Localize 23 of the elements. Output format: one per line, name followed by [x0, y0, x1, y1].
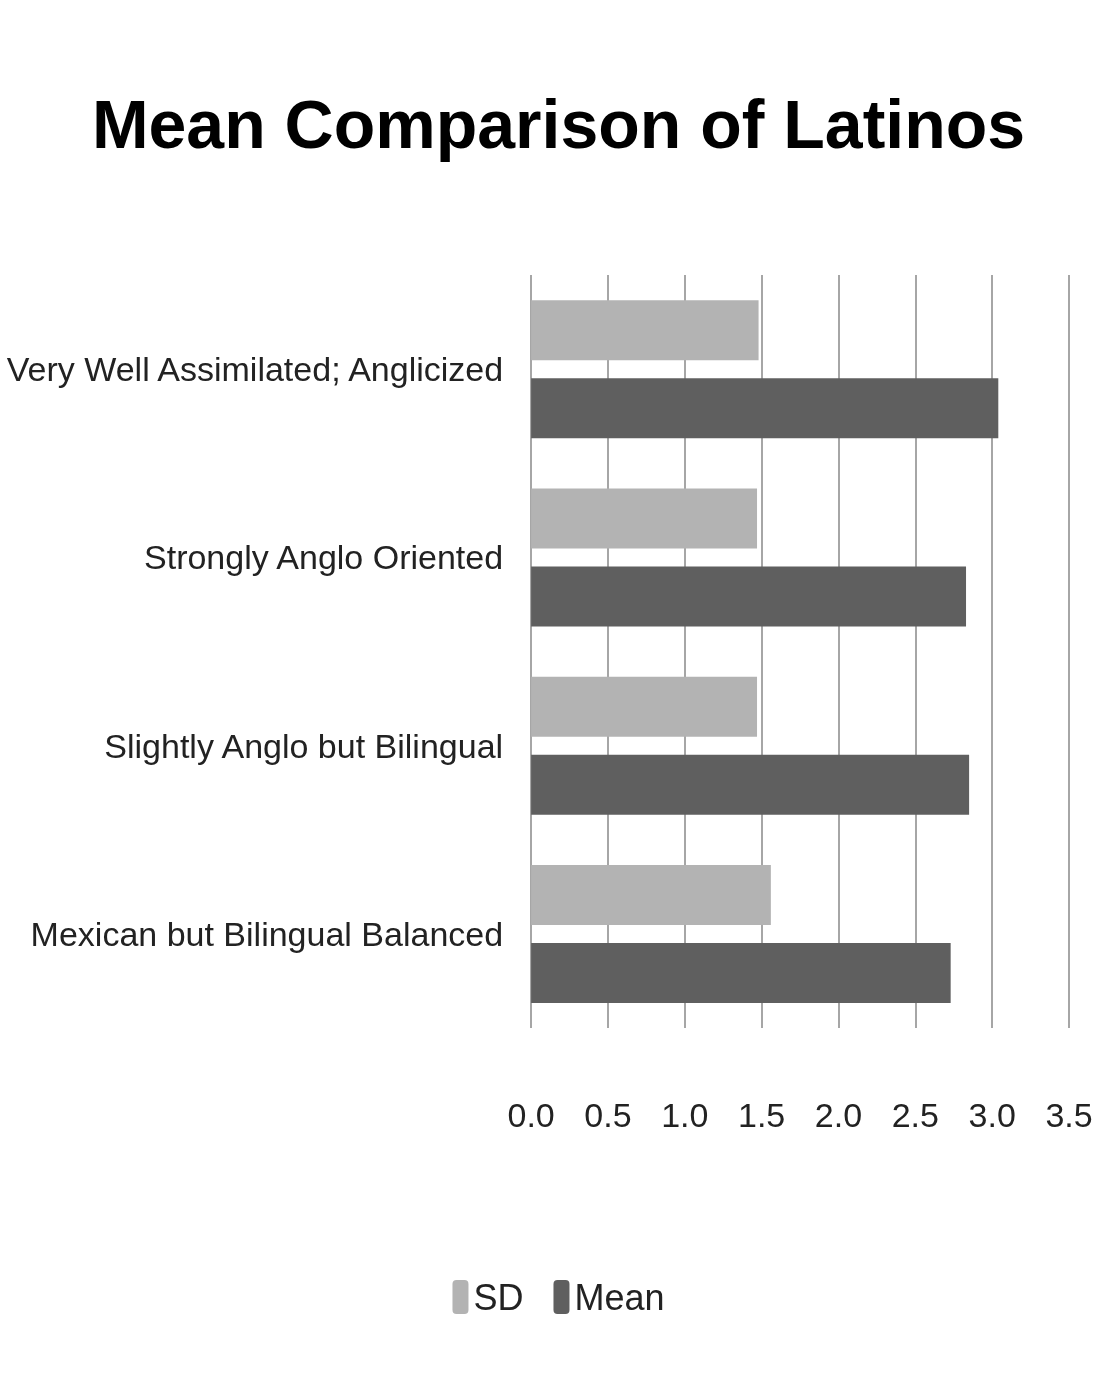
bar	[531, 864, 771, 925]
bar	[531, 488, 758, 549]
x-tick-label: 0.5	[584, 1096, 632, 1134]
bar	[531, 566, 967, 627]
chart-title: Mean Comparison of Latinos	[91, 86, 1026, 162]
y-tick-label: Strongly Anglo Oriented	[144, 538, 504, 577]
x-tick-label: 2.5	[891, 1096, 939, 1134]
legend-label: Mean	[574, 1276, 665, 1318]
bar	[531, 942, 951, 1003]
bar	[531, 378, 999, 439]
y-tick-label: Slightly Anglo but Bilingual	[104, 726, 504, 765]
x-tick-label: 3.5	[1045, 1096, 1093, 1134]
bar	[531, 676, 758, 737]
y-tick-label: Very Well Assimilated; Anglicized	[6, 350, 504, 389]
x-tick-label: 3.0	[968, 1096, 1016, 1134]
legend-label: SD	[473, 1276, 524, 1318]
x-tick-label: 2.0	[814, 1096, 863, 1134]
bar	[531, 300, 759, 361]
bar	[531, 754, 970, 815]
y-tick-label: Mexican but Bilingual Balanced	[30, 914, 504, 953]
x-tick-label: 1.0	[661, 1096, 709, 1134]
x-tick-label: 1.5	[738, 1096, 786, 1134]
x-tick-label: 0.0	[507, 1096, 555, 1134]
